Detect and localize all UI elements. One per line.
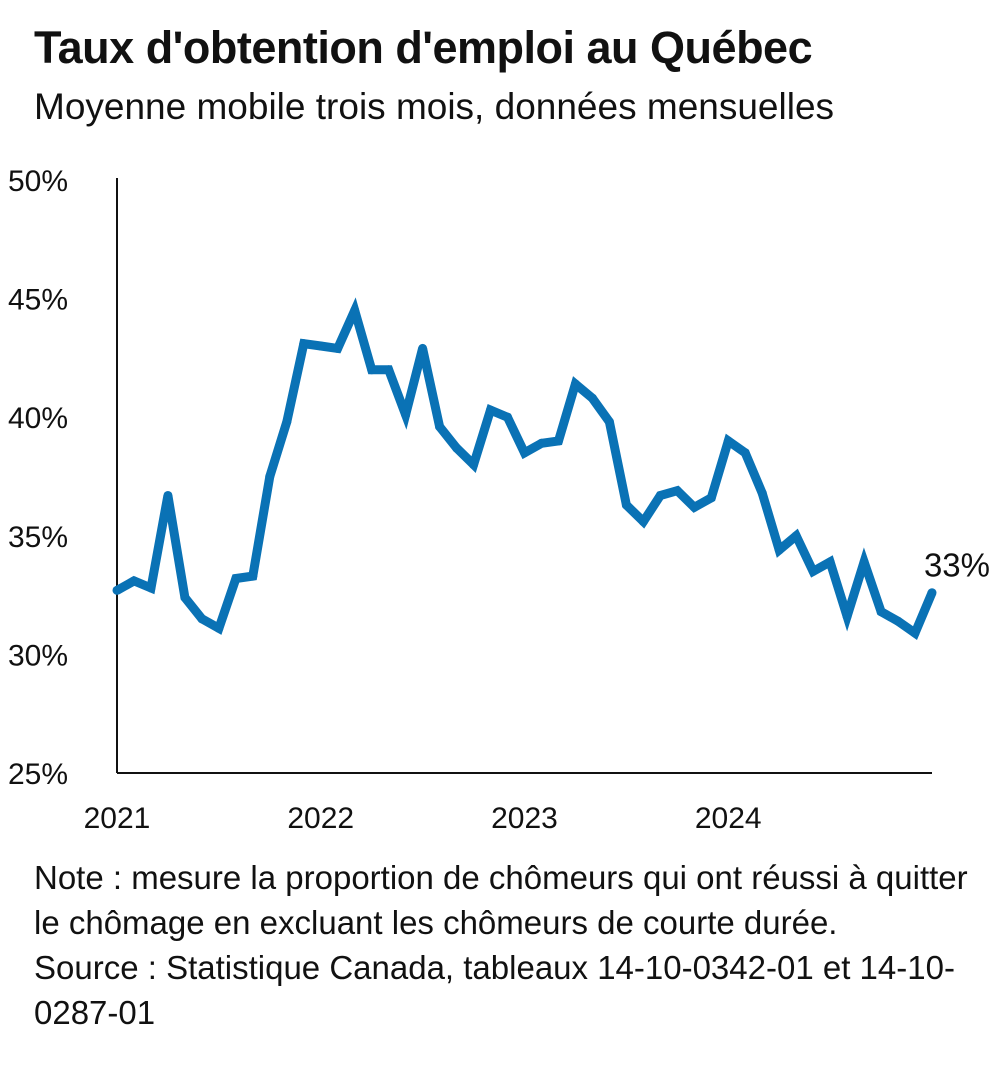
data-point [316, 341, 326, 351]
data-point [587, 393, 597, 403]
data-point [265, 472, 275, 481]
x-tick-label: 2024 [695, 802, 762, 835]
data-point [384, 365, 394, 375]
data-point [418, 343, 428, 353]
data-point [350, 305, 360, 315]
data-point [163, 490, 173, 500]
data-point [367, 365, 377, 375]
data-point [791, 531, 801, 541]
data-point [146, 583, 156, 593]
y-tick-label: 45% [8, 284, 68, 317]
series-line [114, 297, 937, 640]
data-point [621, 500, 631, 510]
source-text: Source : Statistique Canada, tableaux 14… [34, 949, 955, 1031]
line-chart: 25% 30% 35% 40% 45% 50% 2021 2022 2023 2024 33% [8, 165, 990, 835]
data-point [333, 343, 343, 353]
data-point [570, 379, 580, 389]
end-value-label: 33% [924, 547, 990, 584]
data-point [757, 488, 767, 498]
data-point [214, 623, 224, 633]
data-point [672, 486, 682, 496]
chart-subtitle: Moyenne mobile trois mois, données mensu… [34, 86, 835, 127]
footnote: Note : mesure la proportion de chômeurs … [34, 855, 984, 1035]
data-point [927, 588, 937, 598]
y-tick-label: 25% [8, 758, 68, 791]
x-tick-label: 2022 [287, 802, 354, 835]
data-point [842, 611, 852, 621]
data-point [129, 576, 139, 586]
data-point [112, 585, 122, 595]
data-point [248, 571, 258, 581]
data-point [893, 616, 903, 626]
y-tick-label: 40% [8, 402, 68, 435]
data-point [520, 448, 529, 458]
data-point [503, 412, 513, 422]
chart-title: Taux d'obtention d'emploi au Québec [34, 22, 813, 73]
data-point [486, 405, 496, 415]
data-point [401, 410, 411, 420]
data-point [774, 545, 784, 555]
data-point [825, 557, 835, 567]
series-points [112, 305, 937, 638]
data-point [282, 417, 292, 427]
data-point [536, 438, 546, 448]
data-point [808, 566, 818, 576]
data-point [723, 436, 733, 446]
data-point [197, 614, 207, 624]
y-tick-label: 30% [8, 639, 68, 672]
x-tick-label: 2021 [84, 802, 151, 835]
data-point [452, 443, 462, 453]
note-text: Note : mesure la proportion de chômeurs … [34, 859, 968, 941]
data-point [655, 490, 665, 500]
data-point [299, 339, 309, 349]
data-point [638, 517, 648, 527]
y-axis-ticks: 25% 30% 35% 40% 45% 50% [8, 165, 68, 791]
y-tick-label: 50% [8, 165, 68, 198]
x-axis-ticks: 2021 2022 2023 2024 [84, 802, 762, 835]
data-point [180, 592, 190, 602]
data-point [469, 460, 479, 470]
data-point [231, 573, 241, 583]
data-point [553, 436, 563, 446]
data-point [876, 607, 886, 617]
data-point [859, 557, 869, 567]
y-tick-label: 35% [8, 521, 68, 554]
data-point [740, 448, 750, 458]
data-point [706, 493, 716, 503]
data-point [604, 417, 614, 427]
data-point [435, 422, 445, 432]
data-point [910, 628, 920, 638]
x-tick-label: 2023 [491, 802, 558, 835]
data-point [689, 502, 699, 512]
